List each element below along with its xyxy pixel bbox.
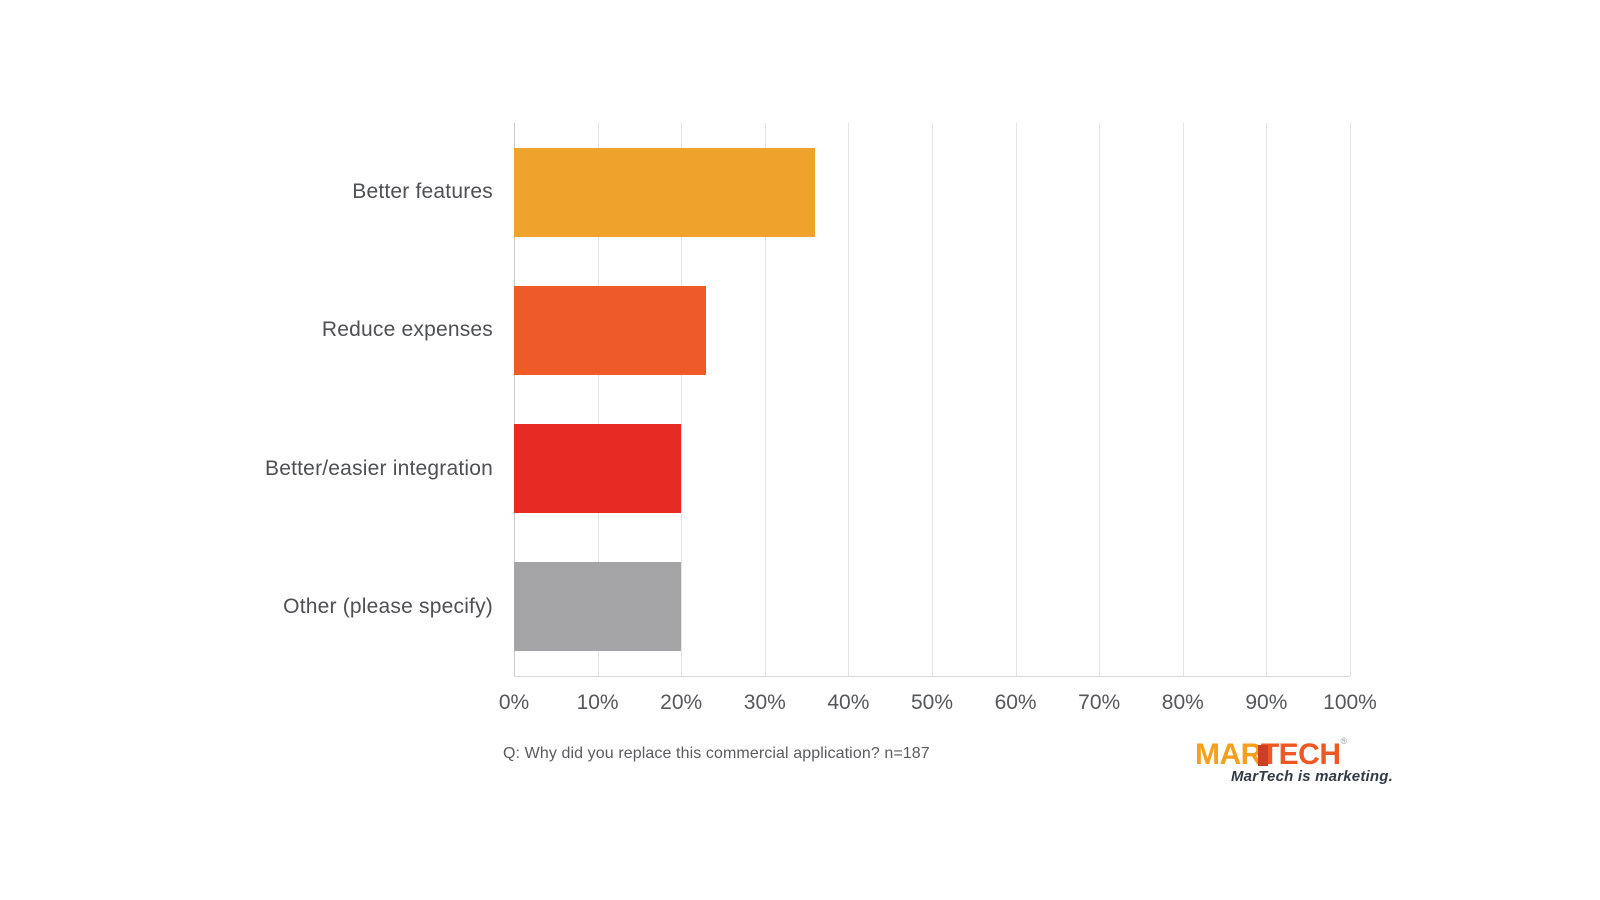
gridline: [1266, 123, 1268, 676]
x-tick-label-90: 90%: [1245, 691, 1288, 714]
wordmark-mar: MAR: [1195, 738, 1262, 771]
gridline: [764, 123, 766, 676]
gridline: [1350, 123, 1351, 676]
chart-caption: Q: Why did you replace this commercial a…: [503, 745, 930, 762]
category-label-reduce-expenses: Reduce expenses: [321, 318, 493, 342]
category-labels: Better features Reduce expenses Better/eas…: [100, 123, 493, 676]
wordmark-tech: TECH: [1260, 738, 1341, 771]
registered-trademark-icon: ®: [1340, 736, 1348, 746]
bar-row-better-features: [514, 123, 1350, 261]
bar-other-please-specify: [514, 562, 682, 652]
bars: [514, 123, 1350, 676]
x-tick-label-80: 80%: [1161, 691, 1204, 714]
x-tick-label-50: 50%: [910, 691, 954, 714]
x-tick-label-40: 40%: [827, 691, 870, 714]
gridline: [932, 123, 933, 676]
bar-row-other-please-specify: [514, 538, 1350, 676]
x-tick-label-0: 0%: [498, 691, 530, 714]
martech-logo: MARTECH® MarTech is marketing.: [1195, 725, 1393, 785]
x-tick-label-10: 10%: [576, 691, 619, 714]
y-axis-line: [514, 123, 515, 676]
bar-better-easier-integration: [514, 424, 682, 514]
gridline: [681, 123, 683, 676]
x-tick-label-30: 30%: [743, 691, 786, 714]
logo-overlap-notch: [1257, 745, 1268, 766]
gridline: [1015, 123, 1017, 676]
martech-wordmark: MARTECH®: [1195, 725, 1393, 771]
martech-tagline: MarTech is marketing.: [1230, 768, 1393, 785]
bar-reduce-expenses: [514, 285, 707, 375]
x-tick-label-20: 20%: [660, 691, 703, 714]
gridline: [1182, 123, 1184, 676]
category-label-other-please-specify: Other (please specify): [283, 594, 493, 618]
gridline: [1099, 123, 1101, 676]
x-axis: 0% 10% 20% 30% 40% 50% 60% 70% 80% 90% 100%: [499, 691, 1377, 719]
category-label-better-features: Better features: [352, 180, 493, 204]
bar-row-better-easier-integration: [514, 400, 1350, 538]
gridline: [597, 123, 599, 676]
gridline: [848, 123, 850, 676]
x-tick-label-100: 100%: [1323, 691, 1377, 714]
x-tick-label-60: 60%: [994, 691, 1037, 714]
bar-better-features: [514, 147, 815, 237]
category-label-better-easier-integration: Better/easier integration: [265, 456, 493, 480]
x-tick-label-70: 70%: [1078, 691, 1121, 714]
plot-area: [514, 123, 1351, 677]
bar-row-reduce-expenses: [514, 261, 1350, 399]
